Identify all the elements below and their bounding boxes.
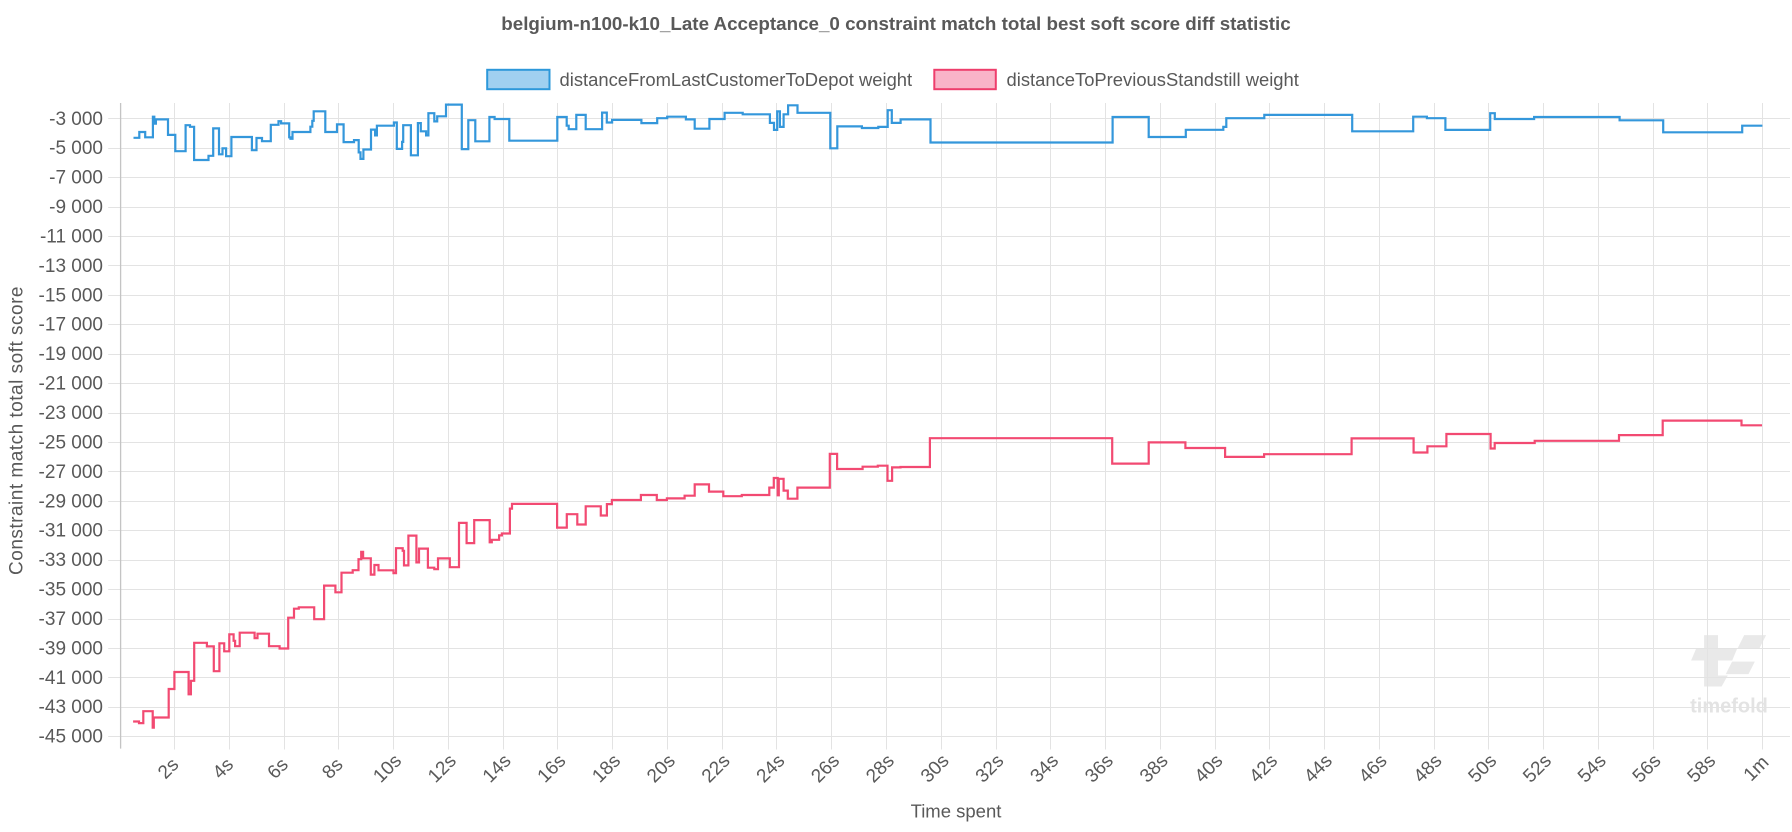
svg-text:-33 000: -33 000 <box>39 550 103 571</box>
svg-text:-19 000: -19 000 <box>39 344 103 365</box>
svg-text:Constraint match total soft sc: Constraint match total soft score <box>7 286 28 575</box>
svg-text:-13 000: -13 000 <box>39 256 103 277</box>
svg-text:timefold: timefold <box>1690 696 1768 718</box>
svg-text:-23 000: -23 000 <box>39 403 103 424</box>
svg-text:-35 000: -35 000 <box>39 580 103 601</box>
svg-text:-17 000: -17 000 <box>39 315 103 336</box>
svg-text:belgium-n100-k10_Late Acceptan: belgium-n100-k10_Late Acceptance_0 const… <box>501 13 1290 34</box>
svg-text:-31 000: -31 000 <box>39 521 103 542</box>
svg-text:-39 000: -39 000 <box>39 638 103 659</box>
svg-text:-5 000: -5 000 <box>49 138 103 159</box>
svg-text:-37 000: -37 000 <box>39 609 103 630</box>
svg-text:-3 000: -3 000 <box>49 109 103 130</box>
svg-text:-7 000: -7 000 <box>49 168 103 189</box>
svg-text:-15 000: -15 000 <box>39 285 103 306</box>
svg-text:-9 000: -9 000 <box>49 197 103 218</box>
svg-text:-45 000: -45 000 <box>39 727 103 748</box>
svg-text:-21 000: -21 000 <box>39 374 103 395</box>
svg-text:-41 000: -41 000 <box>39 668 103 689</box>
svg-text:distanceFromLastCustomerToDepo: distanceFromLastCustomerToDepot weight <box>560 69 913 90</box>
svg-text:Time spent: Time spent <box>911 801 1002 822</box>
svg-text:-25 000: -25 000 <box>39 432 103 453</box>
svg-text:distanceToPreviousStandstill w: distanceToPreviousStandstill weight <box>1007 69 1299 90</box>
svg-text:-11 000: -11 000 <box>40 226 103 247</box>
svg-text:-43 000: -43 000 <box>39 697 103 718</box>
svg-text:-27 000: -27 000 <box>39 462 103 483</box>
svg-text:-29 000: -29 000 <box>39 491 103 512</box>
